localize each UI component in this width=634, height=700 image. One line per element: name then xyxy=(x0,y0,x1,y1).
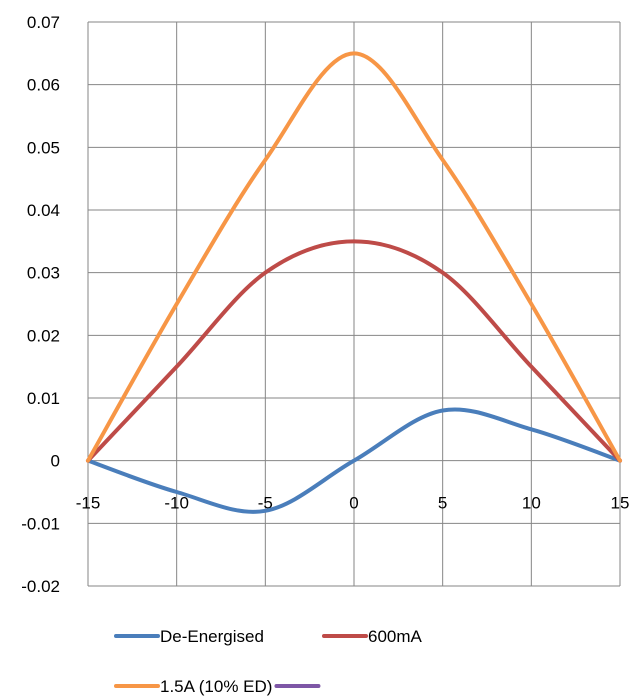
legend: De-Energised 600mA 1.5A (10% ED) xyxy=(114,627,423,696)
y-tick-label: 0.06 xyxy=(27,76,60,95)
y-tick-label: 0.07 xyxy=(27,13,60,32)
y-tick-label: 0 xyxy=(51,452,60,471)
legend-label: 1.5A (10% ED) xyxy=(160,677,272,696)
legend-item: 600mA xyxy=(322,627,423,646)
x-tick-label: -15 xyxy=(76,494,101,513)
x-axis-tick-labels: -15 -10 -5 0 5 10 15 xyxy=(76,494,630,513)
y-axis-tick-labels: -0.02 -0.01 0 0.01 0.02 0.03 0.04 0.05 0.06 0.07 xyxy=(21,13,60,596)
y-tick-label: -0.02 xyxy=(21,577,60,596)
series-line-de-energised xyxy=(86,407,622,514)
legend-label: De-Energised xyxy=(160,627,264,646)
series-line-1-5a-10-ed xyxy=(86,51,622,463)
x-tick-label: 0 xyxy=(349,494,358,513)
series-lines xyxy=(86,51,622,514)
y-tick-label: 0.04 xyxy=(27,201,60,220)
x-tick-label: -10 xyxy=(164,494,189,513)
x-tick-label: -5 xyxy=(258,494,273,513)
x-tick-label: 5 xyxy=(438,494,447,513)
series-line-600ma xyxy=(86,239,622,463)
y-tick-label: -0.01 xyxy=(21,514,60,533)
legend-label: 600mA xyxy=(368,627,423,646)
x-tick-label: 10 xyxy=(522,494,541,513)
y-tick-label: 0.05 xyxy=(27,138,60,157)
legend-item: De-Energised xyxy=(114,627,264,646)
y-tick-label: 0.02 xyxy=(27,326,60,345)
y-tick-label: 0.03 xyxy=(27,264,60,283)
y-tick-label: 0.01 xyxy=(27,389,60,408)
x-tick-label: 15 xyxy=(611,494,630,513)
legend-item: 1.5A (10% ED) xyxy=(114,677,272,696)
